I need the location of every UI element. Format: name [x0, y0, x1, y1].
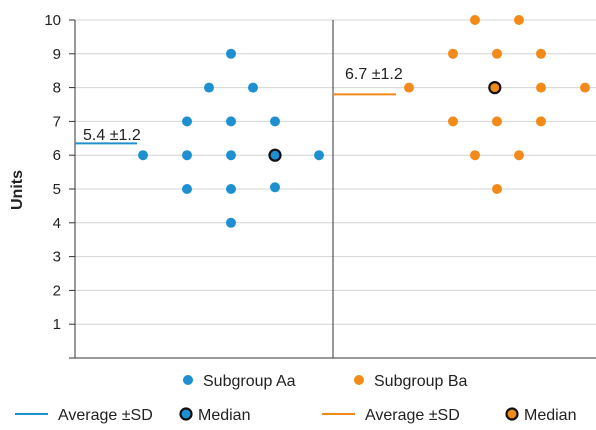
data-point: [404, 82, 414, 93]
gridlines: [75, 19, 596, 325]
y-tick-label: 6: [53, 147, 61, 164]
y-tick-label: 9: [53, 46, 61, 63]
legend-marker: [354, 375, 364, 385]
legend-label: Average ±SD: [365, 407, 460, 424]
y-tick-label: 5: [53, 181, 61, 198]
data-point: [270, 182, 280, 193]
data-point: [226, 116, 236, 127]
data-point: [314, 150, 324, 161]
data-points: [138, 15, 590, 228]
data-point: [492, 184, 502, 194]
data-point: [470, 15, 480, 25]
data-point: [448, 48, 458, 59]
median-marker: [488, 80, 502, 95]
data-point: [226, 217, 236, 228]
data-point: [182, 150, 192, 161]
legend-label: Average ±SD: [58, 407, 153, 424]
data-point: [270, 116, 280, 127]
data-point: [226, 150, 236, 161]
legend-median-marker: [505, 407, 519, 421]
y-tick-label: 10: [44, 12, 61, 29]
data-point: [536, 82, 546, 93]
legend-marker: [183, 375, 193, 385]
data-point: [514, 15, 524, 25]
data-point: [492, 48, 502, 59]
y-axis-label: Units: [9, 170, 26, 210]
data-point: [492, 116, 502, 127]
data-point: [182, 116, 192, 127]
y-tick-label: 8: [53, 80, 61, 97]
y-tick-label: 4: [53, 215, 61, 232]
data-point: [470, 150, 480, 161]
y-tick-label: 7: [53, 113, 61, 130]
data-point: [138, 150, 148, 161]
legend-label: Median: [524, 407, 576, 424]
legend-label: Median: [198, 407, 250, 424]
data-point: [182, 184, 192, 194]
data-point: [226, 48, 236, 59]
data-point: [580, 82, 590, 93]
data-point: [248, 82, 258, 93]
data-point: [204, 82, 214, 93]
data-point: [226, 184, 236, 194]
y-tick-label: 1: [53, 316, 61, 333]
data-point: [536, 116, 546, 127]
median-marker: [268, 148, 282, 162]
y-tick-label: 3: [53, 249, 61, 266]
legend-label: Subgroup Ba: [374, 373, 468, 390]
y-tick-label: 2: [53, 282, 61, 299]
average-lines: 5.4 ±1.2 6.7 ±1.2: [75, 66, 403, 145]
average-label: 6.7 ±1.2: [345, 66, 403, 83]
legend-median-marker: [179, 407, 193, 421]
y-axis-ticks: 1 2 3 4 5 6 7 8 9 10: [44, 12, 75, 359]
legend: Subgroup Aa Subgroup Ba Average ±SD Median A…: [15, 373, 576, 424]
data-point: [514, 150, 524, 161]
data-point: [448, 116, 458, 127]
legend-label: Subgroup Aa: [203, 373, 296, 390]
data-point: [536, 48, 546, 59]
average-label: 5.4 ±1.2: [83, 127, 141, 144]
